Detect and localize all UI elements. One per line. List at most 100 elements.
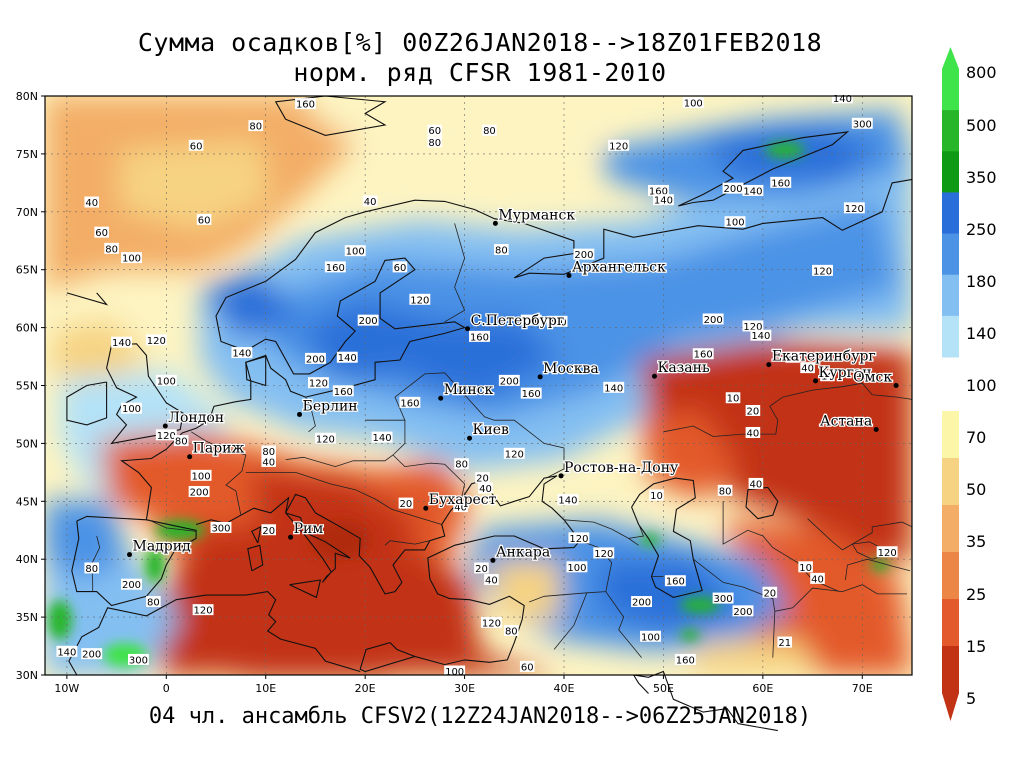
svg-text:100: 100 (684, 98, 703, 109)
svg-text:140: 140 (751, 331, 770, 342)
coastline-path (274, 95, 387, 136)
svg-text:200: 200 (122, 580, 141, 591)
svg-text:60: 60 (394, 263, 407, 274)
svg-text:120: 120 (845, 204, 864, 215)
colorbar-label: 180 (966, 272, 997, 291)
contour-label: 40 (84, 196, 100, 209)
contour-label: 40 (748, 477, 764, 490)
coastline-path (251, 525, 262, 544)
contour-label: 100 (640, 630, 661, 643)
svg-text:120: 120 (309, 379, 328, 390)
contour-label: 80 (494, 244, 509, 257)
contour-label: 20 (261, 524, 277, 537)
contour-label: 200 (722, 182, 744, 195)
svg-text:20: 20 (476, 474, 489, 485)
svg-text:20: 20 (763, 588, 776, 599)
svg-text:60: 60 (190, 141, 203, 152)
city-label: Казань (657, 360, 709, 376)
city-dot (465, 326, 471, 332)
contour-label: 100 (121, 252, 142, 265)
contour-label: 120 (812, 264, 833, 277)
colorbar-label: 800 (966, 63, 997, 82)
svg-text:160: 160 (676, 655, 695, 666)
lat-tick-label: 40N (16, 553, 38, 566)
contour-label: 200 (702, 313, 724, 326)
colorbar-label: 140 (966, 324, 997, 343)
svg-text:140: 140 (57, 647, 76, 658)
contour-label: 40 (478, 482, 493, 495)
contour-label: 140 (750, 329, 772, 342)
coastline-path (289, 579, 322, 599)
contour-label: 10 (820, 370, 835, 383)
svg-text:40: 40 (750, 479, 763, 490)
svg-text:40: 40 (454, 503, 467, 514)
contour-label: 160 (770, 176, 792, 189)
svg-text:120: 120 (813, 266, 832, 277)
axis-ticks: 80N 75N 70N 65N 60N 55N 50N 45N 40N 35N 30N 10W 0 10E… (16, 90, 873, 695)
contour-label: 140 (56, 645, 78, 658)
contour-label: 100 (155, 374, 177, 387)
lon-tick-label: 30E (454, 682, 475, 695)
svg-text:200: 200 (733, 607, 752, 618)
svg-text:120: 120 (147, 336, 166, 347)
contour-label: 40 (362, 195, 378, 208)
coastline-path (245, 355, 267, 387)
contour-label: 40 (800, 362, 815, 375)
contour-label: 160 (399, 396, 421, 409)
contour-label: 20 (474, 562, 489, 575)
svg-text:160: 160 (771, 178, 790, 189)
contour-label: 80 (261, 445, 277, 458)
colorbar-swatch (942, 599, 959, 647)
contour-label: 80 (173, 435, 189, 448)
contour-label: 120 (145, 334, 167, 347)
city-dot (651, 373, 657, 379)
lat-tick-label: 45N (16, 495, 38, 508)
svg-text:80: 80 (455, 460, 468, 471)
svg-text:80: 80 (175, 437, 188, 448)
coastline-path (678, 131, 850, 207)
lat-tick-label: 55N (16, 380, 38, 393)
colorbar-label: 350 (966, 168, 997, 187)
svg-text:200: 200 (190, 488, 209, 499)
contour-label: 80 (84, 562, 100, 575)
svg-text:100: 100 (122, 404, 141, 415)
colorbar-label: 250 (966, 220, 997, 239)
border-path (365, 372, 565, 479)
contour-label: 80 (427, 136, 443, 149)
svg-text:40: 40 (485, 576, 498, 587)
svg-text:20: 20 (747, 406, 760, 417)
lon-tick-label: 50E (653, 682, 674, 695)
svg-text:40: 40 (364, 197, 377, 208)
border-path (553, 592, 588, 650)
coastline-path (633, 670, 778, 732)
svg-text:140: 140 (338, 353, 357, 364)
contour-label: 140 (603, 381, 625, 394)
colorbar-swatch (942, 646, 959, 694)
contour-label: 120 (314, 432, 336, 445)
contour-label: 160 (674, 653, 696, 666)
border-path (444, 223, 466, 323)
svg-text:10: 10 (821, 372, 834, 383)
svg-text:60: 60 (428, 126, 441, 137)
contour-label: 160 (324, 261, 346, 274)
contour-label: 200 (631, 596, 653, 609)
lon-tick-label: 70E (852, 682, 873, 695)
contour-label: 20 (398, 497, 414, 510)
border-path (563, 519, 639, 546)
contour-label: 300 (210, 521, 232, 534)
contour-label: 120 (503, 447, 525, 460)
city-label: Курган (819, 365, 872, 381)
contour-label: 160 (295, 98, 316, 111)
svg-text:300: 300 (211, 523, 230, 534)
contour-label: 60 (392, 261, 408, 274)
lat-tick-label: 70N (16, 206, 38, 219)
svg-text:200: 200 (306, 354, 325, 365)
coastline-path (745, 486, 779, 520)
svg-text:120: 120 (410, 295, 429, 306)
lat-tick-label: 30N (16, 669, 38, 682)
contour-label: 200 (546, 315, 568, 328)
city-label: Бухарест (429, 492, 497, 508)
contour-label: 140 (371, 431, 393, 444)
svg-text:120: 120 (316, 434, 335, 445)
coastline-path (195, 496, 290, 526)
